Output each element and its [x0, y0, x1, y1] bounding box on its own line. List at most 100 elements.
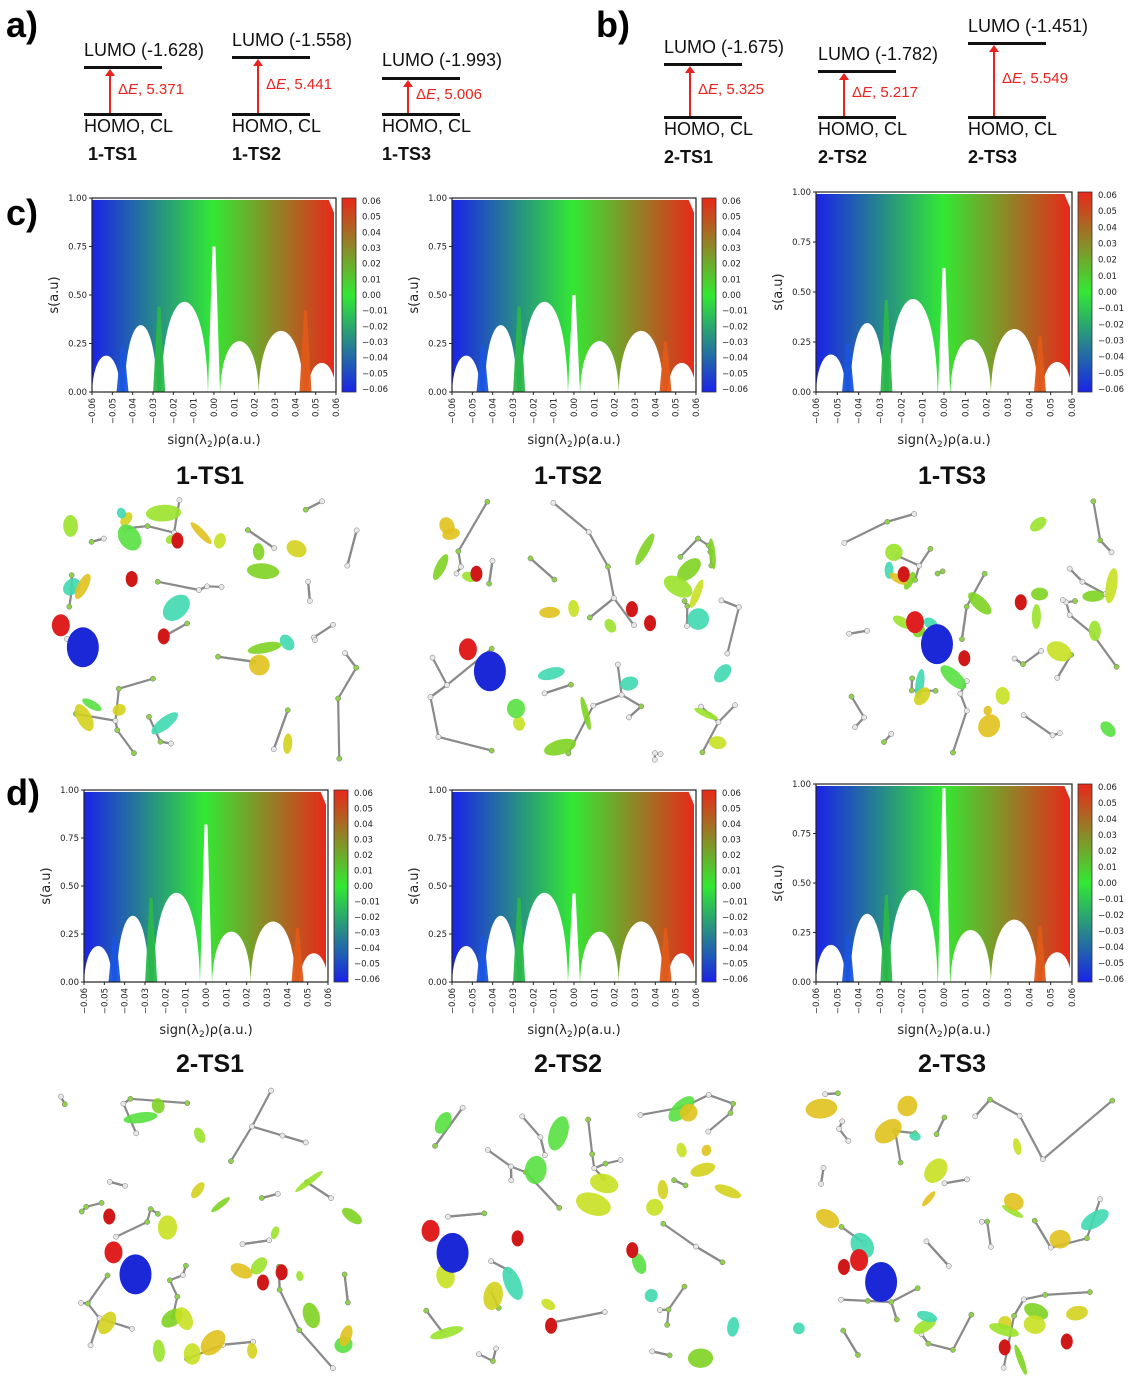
- x-tick-label: 0.01: [230, 398, 240, 417]
- colorbar: [701, 197, 717, 393]
- x-tick-label: −0.03: [876, 988, 886, 1014]
- panel-letter-d: d): [6, 772, 40, 813]
- x-tick-label: −0.05: [100, 988, 110, 1014]
- scatter-spike-3: [659, 928, 672, 982]
- white-gap-right: [299, 953, 328, 982]
- white-gap-4: [950, 930, 991, 982]
- colorbar: [1077, 191, 1093, 393]
- colorbar-tick-label: −0.02: [1098, 320, 1124, 330]
- y-tick-label: 0.75: [428, 834, 447, 844]
- y-tick-label: 0.00: [792, 388, 811, 398]
- title-1-ts2: 1-TS2: [533, 462, 603, 490]
- scatter-spike-1: [880, 300, 893, 392]
- gap-arrow: [253, 59, 263, 113]
- ts-name-label: 1-TS1: [88, 144, 138, 164]
- white-gap-left: [92, 355, 121, 392]
- x-tick-label: −0.01: [182, 988, 192, 1014]
- white-gap-4: [580, 931, 619, 982]
- y-tick-label: 0.75: [60, 834, 79, 844]
- colorbar-tick-label: −0.06: [362, 385, 388, 395]
- x-axis-label: sign(λ2)ρ(a.u.): [527, 1023, 620, 1040]
- x-tick-label: −0.04: [855, 988, 865, 1014]
- white-gap-right: [1042, 362, 1072, 392]
- white-corner: [687, 198, 696, 218]
- y-tick-label: 1.00: [428, 786, 447, 796]
- x-tick-label: 0.01: [590, 398, 600, 417]
- white-gap-2: [484, 325, 518, 392]
- colorbar-tick-label: 0.04: [362, 228, 381, 238]
- colorbar-tick-label: 0.02: [722, 260, 741, 270]
- colorbar-tick-label: −0.04: [1098, 353, 1124, 363]
- x-tick-label: 0.03: [631, 398, 641, 417]
- white-gap-right: [1042, 952, 1072, 982]
- x-axis-label: sign(λ2)ρ(a.u.): [527, 433, 620, 450]
- colorbar-tick-label: −0.02: [354, 913, 380, 923]
- x-tick-label: −0.03: [149, 398, 159, 424]
- colorbar-tick-label: 0.00: [722, 882, 741, 892]
- panel-letter-a: a): [6, 4, 39, 45]
- colorbar-tick-label: 0.01: [1098, 272, 1117, 282]
- x-tick-label: 0.01: [961, 988, 971, 1007]
- x-tick-label: −0.06: [812, 398, 822, 424]
- x-tick-label: −0.03: [509, 988, 519, 1014]
- colorbar-tick-label: 0.06: [362, 197, 381, 207]
- homo-label: HOMO, CL: [968, 119, 1058, 139]
- x-tick-label: −0.04: [489, 398, 499, 424]
- lumo-level-bar: [84, 66, 162, 69]
- scatter-spike-3: [291, 928, 304, 982]
- white-gap-left: [452, 946, 481, 982]
- colorbar-tick-label: 0.06: [354, 789, 373, 799]
- white-gap-4: [212, 931, 251, 982]
- x-tick-label: −0.05: [833, 398, 843, 424]
- lumo-level-bar: [818, 70, 896, 73]
- colorbar-tick-label: −0.04: [722, 944, 748, 954]
- colorbar-tick-label: 0.05: [1098, 799, 1117, 809]
- y-axis-label: s(a.u): [407, 867, 422, 904]
- colorbar-tick-label: 0.06: [1098, 191, 1117, 201]
- colorbar-tick-label: 0.04: [722, 820, 741, 830]
- colorbar-tick-label: 0.02: [1098, 847, 1117, 857]
- x-tick-label: 0.03: [263, 988, 273, 1007]
- homo-level-bar: [664, 116, 742, 119]
- x-tick-label: −0.01: [550, 398, 560, 424]
- x-tick-label: 0.02: [983, 988, 993, 1007]
- white-gap-5: [258, 330, 304, 392]
- x-tick-label: −0.04: [121, 988, 131, 1014]
- gap-arrow: [685, 66, 695, 116]
- colorbar-tick-label: 0.06: [1098, 783, 1117, 793]
- nci-chart-c3: 0.00 0.25 0.50 0.75 1.00 −0.06 −0.05 −0.04 −0.03…: [771, 188, 1124, 450]
- white-corner: [327, 198, 336, 218]
- ts-name-label: 1-TS3: [382, 144, 432, 164]
- colorbar-tick-label: −0.01: [722, 307, 748, 317]
- ts-name-label: 2-TS1: [664, 147, 714, 167]
- white-gap-2: [124, 325, 158, 392]
- colorbar-tick-label: 0.05: [722, 805, 741, 815]
- white-gap-3: [521, 892, 568, 982]
- white-gap-3: [161, 301, 208, 392]
- y-tick-label: 0.25: [428, 340, 447, 350]
- x-tick-label: −0.06: [88, 398, 98, 424]
- colorbar-tick-label: 0.01: [1098, 863, 1117, 873]
- scatter-spike-3: [1034, 926, 1046, 982]
- colorbar-tick-label: 0.04: [722, 228, 741, 238]
- delta-e-label: ΔE, 5.441: [266, 75, 332, 93]
- nci-chart-d1: 0.00 0.25 0.50 0.75 1.00 −0.06 −0.05 −0.04 −0.03…: [39, 786, 380, 1040]
- y-tick-label: 0.00: [792, 978, 811, 988]
- colorbar-tick-label: 0.00: [722, 291, 741, 301]
- lumo-label: LUMO (-1.782): [818, 44, 939, 64]
- x-tick-label: 0.00: [570, 988, 580, 1007]
- x-tick-label: 0.04: [283, 988, 293, 1007]
- colorbar-tick-label: 0.03: [1098, 240, 1117, 250]
- scatter-spike-gap: [204, 824, 208, 982]
- colorbar-tick-label: 0.00: [1098, 879, 1117, 889]
- colorbar-tick-label: −0.02: [1098, 911, 1124, 921]
- colorbar-tick-label: −0.04: [362, 354, 388, 364]
- colorbar: [341, 197, 357, 393]
- title-2-ts1: 2-TS1: [175, 1050, 245, 1078]
- scatter-spike-3: [299, 310, 312, 392]
- lumo-level-bar: [968, 42, 1046, 45]
- y-tick-label: 1.00: [792, 188, 811, 198]
- colorbar-tick-label: −0.05: [354, 960, 380, 970]
- scatter-spike-0: [842, 934, 854, 982]
- x-tick-label: 0.02: [611, 398, 621, 417]
